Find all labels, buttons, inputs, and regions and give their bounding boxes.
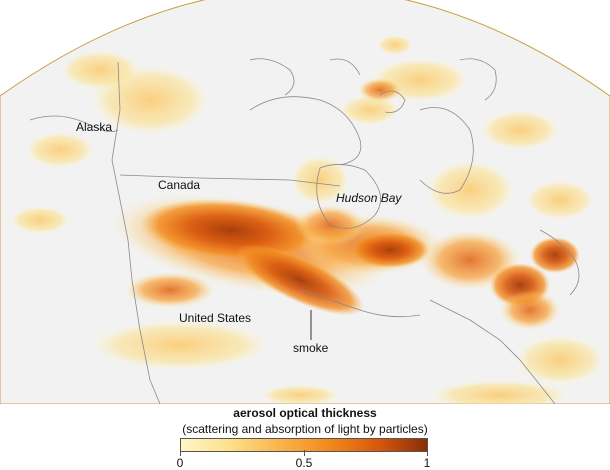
smoke-plume [350,232,430,268]
legend-tick-mark [180,450,181,456]
haze-patch [480,110,560,150]
haze-patch [90,320,270,370]
map-canvas [0,0,610,404]
smoke-plume [140,199,320,261]
haze-patch [10,206,70,234]
label-canada: Canada [158,178,201,192]
haze-patch [25,132,95,168]
haze-patch [290,155,350,205]
smoke-plume [530,237,580,273]
legend-tick-label-mid: 0.5 [295,456,313,470]
legend-tick-mark [304,450,305,456]
haze-patch [525,180,595,220]
haze-patch [430,380,570,404]
haze-patch [515,335,605,385]
legend-subtitle: (scattering and absorption of light by p… [182,422,428,436]
label-united-states: United States [179,311,252,325]
haze-patch [60,50,140,90]
label-hudson-bay: Hudson Bay [336,191,402,205]
haze-patch [377,35,413,55]
label-smoke: smoke [293,341,329,355]
legend-tick-label-min: 0 [176,456,184,470]
smoke-plume [125,272,215,308]
smoke-plume [500,290,560,330]
label-alaska: Alaska [76,120,113,134]
haze-patch [425,160,515,220]
smoke-plume [235,244,365,316]
legend-tick-label-max: 1 [423,456,431,470]
legend: aerosol optical thickness (scattering an… [0,404,610,470]
haze-patch [340,95,400,125]
haze-patch [560,18,610,42]
legend-title: aerosol optical thickness [233,406,377,420]
aerosol-map: Alaska Canada Hudson Bay United States s… [0,0,610,404]
smoke-plume [358,78,402,102]
coastlines [29,58,580,404]
haze-patch [260,385,340,404]
legend-tick-mark [427,450,428,456]
